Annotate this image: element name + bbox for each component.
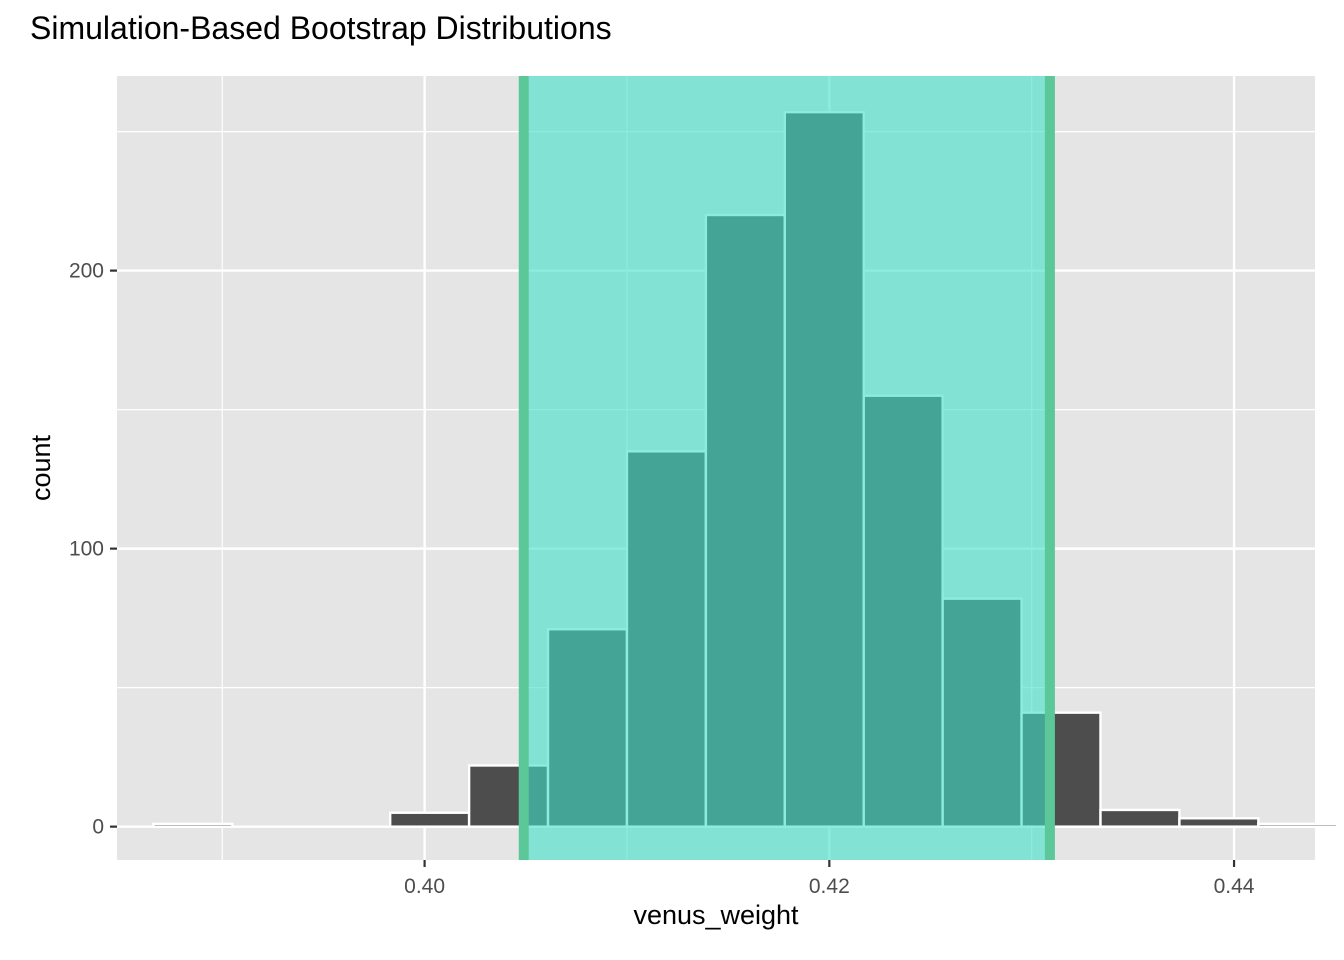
chart-title: Simulation-Based Bootstrap Distributions <box>30 10 612 46</box>
histogram-bar <box>152 822 234 828</box>
x-axis: 0.40 0.42 0.44 <box>404 860 1255 898</box>
histogram-bar <box>1099 808 1181 828</box>
y-tick-label: 0 <box>92 816 104 839</box>
histogram-bar <box>388 811 471 828</box>
x-tick-label: 0.44 <box>1214 875 1255 898</box>
x-tick-label: 0.40 <box>404 875 445 898</box>
y-axis-label: count <box>26 434 56 501</box>
interval-shade <box>523 76 1050 860</box>
x-axis-label: venus_weight <box>633 900 799 930</box>
x-tick-label: 0.42 <box>809 875 850 898</box>
y-tick-label: 100 <box>69 538 104 561</box>
histogram-bar <box>1257 822 1339 828</box>
y-tick-label: 200 <box>69 260 104 283</box>
y-axis: 0 100 200 <box>69 260 117 839</box>
confidence-interval <box>518 76 1055 860</box>
histogram-bar <box>1178 817 1260 828</box>
